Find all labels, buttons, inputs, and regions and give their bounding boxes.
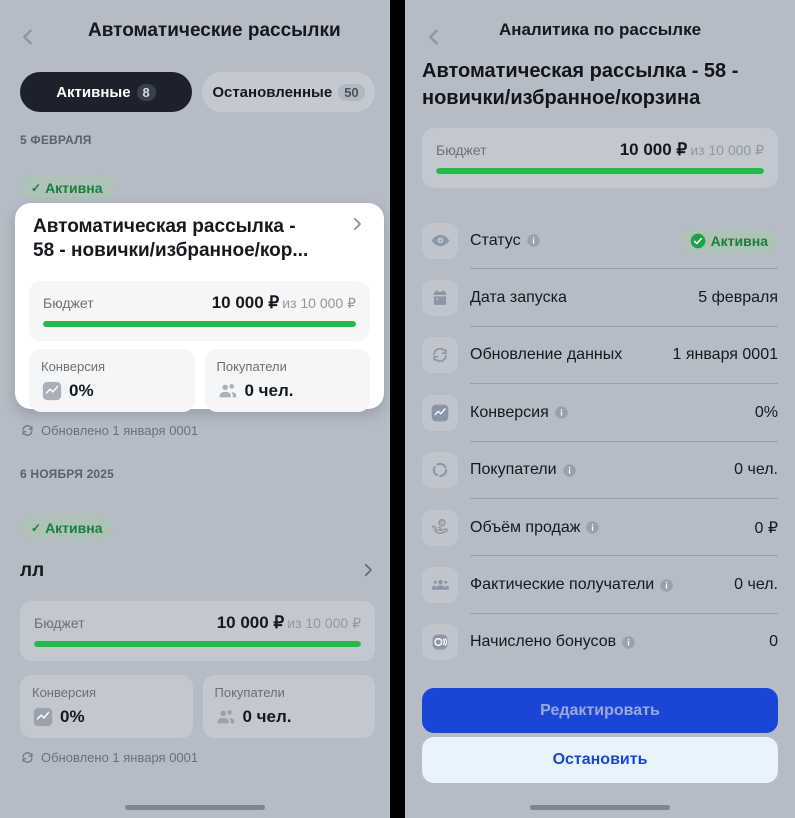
svg-text:₽: ₽: [440, 520, 443, 525]
